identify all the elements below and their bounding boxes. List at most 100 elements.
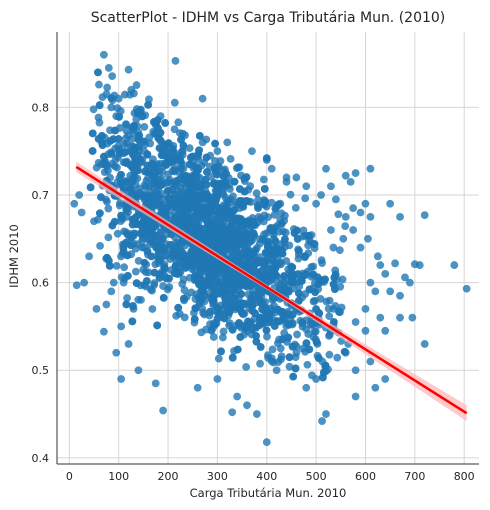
data-point [147,252,156,261]
data-point [174,303,183,312]
data-point [262,438,271,446]
data-point [213,226,222,235]
data-point [396,313,404,322]
data-point [219,327,228,336]
data-point [175,309,184,318]
data-point [341,348,350,357]
data-point [165,194,174,203]
data-point [139,218,148,226]
data-point [288,310,297,319]
data-point [285,353,294,362]
data-point [349,204,358,213]
data-point [396,291,404,300]
data-point [420,340,429,348]
data-point [291,203,300,212]
data-point [209,220,218,228]
data-point [177,164,185,172]
data-point [325,296,334,305]
x-tick-label: 500 [306,470,327,483]
data-point [415,261,424,269]
data-point [218,333,227,342]
data-point [186,153,195,162]
data-point [226,154,235,163]
data-point [381,269,390,278]
data-point [276,344,285,353]
data-point [194,210,203,218]
data-point [124,131,133,140]
x-tick-label: 800 [454,470,475,483]
data-point [228,215,237,224]
x-tick-label: 100 [108,470,129,483]
data-point [140,122,149,131]
data-point [131,157,140,166]
data-point [185,144,194,153]
y-axis-label: IDHM 2010 [7,224,21,288]
data-point [215,179,224,188]
data-point [112,348,121,357]
data-point [286,190,295,199]
data-point [195,280,203,289]
data-point [117,375,126,383]
data-point [99,50,108,59]
data-point [227,222,236,230]
data-point [243,401,251,410]
data-point [181,263,190,272]
data-point [99,327,108,336]
data-point [255,291,263,299]
data-point [171,243,180,252]
data-point [175,156,184,165]
data-point [373,252,382,261]
data-point [178,129,187,138]
data-point [252,332,260,340]
data-point [246,318,255,327]
data-point [341,212,350,221]
data-point [123,230,132,239]
data-point [220,314,229,323]
data-point [237,290,246,298]
data-point [351,169,360,177]
data-point [152,243,161,252]
data-point [128,317,137,326]
data-point [151,379,160,388]
data-point [213,147,222,156]
data-point [131,267,140,276]
data-point [246,182,255,191]
data-point [311,288,319,297]
data-point [242,248,251,257]
data-point [123,271,132,280]
data-point [228,325,237,334]
data-point [164,178,173,186]
data-point [277,219,286,228]
data-point [117,211,125,220]
data-point [351,392,360,401]
data-point [148,305,157,313]
data-point [292,173,301,182]
data-point [112,261,121,270]
axes-spines [56,32,479,465]
data-point [144,100,153,109]
data-point [217,347,225,356]
data-point [366,164,375,173]
data-point [202,153,211,162]
data-point [215,203,224,212]
data-point [133,151,142,160]
data-point [197,328,206,337]
data-point [178,203,186,212]
data-point [160,263,169,271]
data-point [178,280,187,288]
data-point [287,271,296,280]
data-point [108,72,117,81]
data-point [151,179,160,187]
data-point [211,139,220,148]
data-point [113,163,121,172]
data-point [122,300,131,309]
data-point [205,308,214,316]
data-point [207,326,216,335]
data-point [318,417,326,425]
data-point [248,298,257,307]
data-point [278,307,287,316]
data-point [119,244,128,252]
data-point [151,201,160,209]
data-point [197,295,206,304]
data-point [242,220,251,229]
